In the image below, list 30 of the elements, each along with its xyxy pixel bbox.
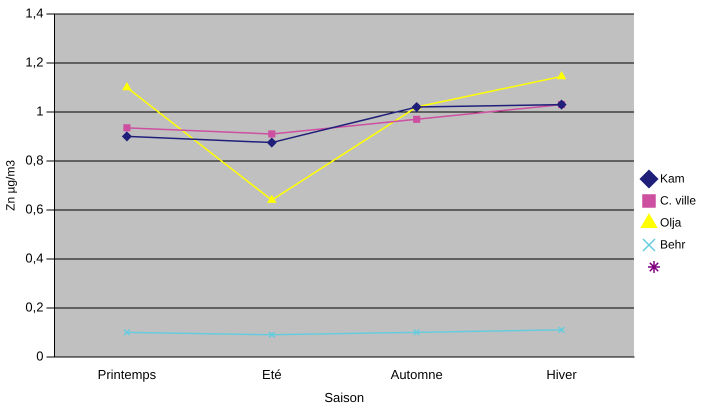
point [413, 116, 420, 123]
legend-label: C. ville [660, 193, 696, 208]
x-tick-label: Printemps [98, 367, 157, 382]
point [558, 326, 566, 334]
y-axis-title: Zn µg/m3 [4, 160, 18, 211]
x-tick-label: Automne [390, 367, 443, 382]
point [268, 195, 276, 203]
legend-label: Kam [660, 171, 685, 186]
y-tick-label: 0,2 [25, 299, 44, 314]
y-tick-label: 1,4 [25, 6, 44, 21]
point [122, 82, 132, 90]
y-tick-label: 1 [36, 104, 44, 119]
point [413, 328, 420, 336]
point [267, 138, 277, 148]
legend-label: Behr [660, 237, 686, 252]
point [122, 132, 132, 142]
x-tick-label: Eté [262, 367, 282, 382]
point [123, 328, 130, 336]
point [268, 130, 276, 138]
y-tick-label: 0 [36, 348, 44, 364]
y-tick-label: 1,2 [25, 54, 44, 70]
legend-label: Olja [660, 215, 682, 230]
y-tick-label: 0,6 [25, 201, 44, 216]
y-tick-label: 0,4 [25, 250, 44, 266]
point [557, 72, 566, 80]
y-tick-label: 0,8 [25, 152, 44, 168]
x-axis-title: Saison [324, 390, 364, 405]
x-tick-label: Hiver [546, 367, 578, 382]
point [268, 331, 276, 338]
point [123, 124, 130, 132]
